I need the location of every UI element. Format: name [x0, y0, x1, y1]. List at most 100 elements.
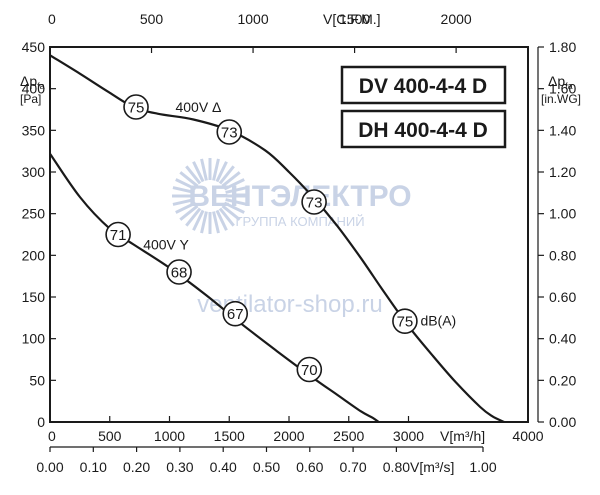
x-secondary-tick-label: 0.80 — [383, 459, 410, 475]
db-marker-circle — [301, 189, 327, 215]
watermark-ray — [225, 186, 248, 194]
db-marker-label: 70 — [301, 362, 318, 379]
y-left-tick-label: 100 — [22, 331, 46, 347]
y-left-tick-label: 300 — [22, 164, 46, 180]
watermark-ray — [212, 158, 220, 181]
y-left-tick-label: 250 — [22, 206, 46, 222]
db-marker-label: 67 — [227, 306, 244, 323]
annotation-label-1: 400V Y — [143, 237, 189, 253]
y-left-tick-label: 450 — [22, 39, 46, 55]
watermark-ray — [221, 204, 241, 221]
model-box-dh: DH 400-4-4 D — [340, 109, 507, 149]
db-marker: 73 — [216, 119, 243, 145]
x-top-tick-label: 1000 — [237, 11, 268, 27]
db-marker-circle — [222, 300, 249, 327]
x-secondary-tick-label: 0.00 — [36, 459, 63, 475]
annotation-label-2: dB(A) — [420, 312, 456, 328]
x-bottom-tick-label: 3000 — [393, 428, 424, 444]
watermark-ray — [200, 158, 208, 181]
db-marker-circle — [166, 259, 192, 285]
annotation-label-0: 400V Δ — [175, 99, 221, 115]
y-right-tick-label: 1.20 — [549, 164, 576, 180]
watermark-ray — [172, 198, 195, 206]
watermark: ВЕНТЭЛЕКТРО ГРУППА КОМПАНИЙ ventilator-s… — [172, 158, 412, 318]
db-marker-label: 73 — [221, 125, 238, 142]
x-bottom-tick-label: 1000 — [154, 428, 185, 444]
x-bottom-tick-label: 4000 — [512, 428, 543, 444]
y-left-tick-label: 0 — [37, 414, 45, 430]
y-right-tick-label: 0.20 — [549, 372, 576, 388]
x-axis-bottom: 0 500 1000 1500 2000 2500 3000 4000 — [48, 416, 544, 444]
y-right-tick-label: 1.00 — [549, 206, 576, 222]
watermark-brand: ВЕНТЭЛЕКТРО — [188, 180, 411, 213]
y-axis-right-label: Δpfa — [548, 73, 573, 91]
x-bottom-tick-label: 0 — [48, 428, 56, 444]
y-right-tick-label: 0.60 — [549, 289, 576, 305]
x-secondary-tick-label: 0.20 — [123, 459, 150, 475]
x-top-tick-label: 500 — [140, 11, 164, 27]
db-marker-label: 71 — [110, 227, 127, 244]
watermark-ray — [185, 165, 202, 185]
x-axis-top-label: V[C.F.M.] — [323, 11, 381, 27]
y-left-tick-label: 150 — [22, 289, 46, 305]
y-axis-right-unit: [in.WG] — [541, 92, 581, 106]
db-marker: 70 — [296, 356, 323, 383]
model-label-dv: DV 400-4-4 D — [359, 75, 487, 98]
x-top-tick-label: 0 — [48, 11, 56, 27]
db-marker-label: 75 — [128, 100, 145, 117]
x-secondary-tick-label: 0.50 — [253, 459, 280, 475]
watermark-ray — [223, 178, 245, 191]
y-right-tick-label: 0.00 — [549, 414, 576, 430]
y-axis-left-unit: [Pa] — [20, 92, 41, 106]
watermark-ray — [192, 161, 205, 183]
y-left-tick-label: 200 — [22, 247, 46, 263]
model-label-dh: DH 400-4-4 D — [358, 119, 488, 142]
watermark-ray — [215, 161, 228, 183]
y-right-tick-label: 0.80 — [549, 247, 576, 263]
db-marker-circle — [105, 221, 131, 248]
watermark-ray — [192, 209, 205, 231]
db-marker: 67 — [222, 300, 249, 327]
watermark-ray — [179, 204, 199, 221]
x-bottom-tick-label: 500 — [98, 428, 122, 444]
x-secondary-tick-label: 0.70 — [339, 459, 366, 475]
x-axis-bottom-label: V[m³/h] — [440, 428, 485, 444]
y-right-tick-label: 1.40 — [549, 122, 576, 138]
y-left-tick-label: 50 — [29, 372, 45, 388]
db-marker: 75 — [123, 94, 149, 120]
model-box-dv: DV 400-4-4 D — [340, 65, 507, 105]
x-secondary-tick-label: 0.10 — [80, 459, 107, 475]
x-top-tick-label: 2000 — [441, 11, 472, 27]
watermark-ray — [200, 211, 208, 234]
watermark-subtitle: ГРУППА КОМПАНИЙ — [235, 214, 364, 229]
y-right-tick-label: 1.80 — [549, 39, 576, 55]
x-secondary-tick-label: 0.30 — [166, 459, 193, 475]
y-axis-left: 0 50 100 150 200 250 300 350 400 450 — [22, 39, 56, 430]
watermark-ray — [223, 201, 245, 214]
db-marker-label: 75 — [397, 314, 414, 331]
x-top-tick-label: 1500 — [339, 11, 370, 27]
watermark-ray — [225, 198, 248, 206]
db-marker-circle — [392, 308, 418, 334]
watermark-ray — [179, 171, 199, 188]
x-bottom-tick-label: 2000 — [273, 428, 304, 444]
x-secondary-tick-label: 0.40 — [210, 459, 237, 475]
db-marker: 75 — [392, 308, 418, 334]
x-axis-top: 0 500 1000 1500 2000 — [48, 11, 472, 53]
x-axis-secondary: 0.00 0.10 0.20 0.30 0.40 0.50 0.60 0.70 0.80 1.00 — [36, 446, 497, 475]
db-marker-circle — [123, 94, 149, 120]
watermark-ray — [172, 186, 195, 194]
x-bottom-tick-label: 1500 — [214, 428, 245, 444]
watermark-ray — [185, 207, 202, 227]
x-axis-secondary-label: V[m³/s] — [410, 459, 454, 475]
db-marker-label: 73 — [306, 195, 323, 212]
db-marker: 71 — [105, 221, 131, 248]
watermark-sunburst-icon — [172, 158, 248, 234]
x-secondary-tick-label: 0.60 — [296, 459, 323, 475]
watermark-ray — [212, 211, 220, 234]
db-marker-circle — [216, 119, 243, 145]
db-markers: 75 73 73 75 71 68 67 70 — [105, 94, 418, 383]
watermark-ray — [218, 165, 235, 185]
y-right-tick-label: 1.60 — [549, 81, 576, 97]
